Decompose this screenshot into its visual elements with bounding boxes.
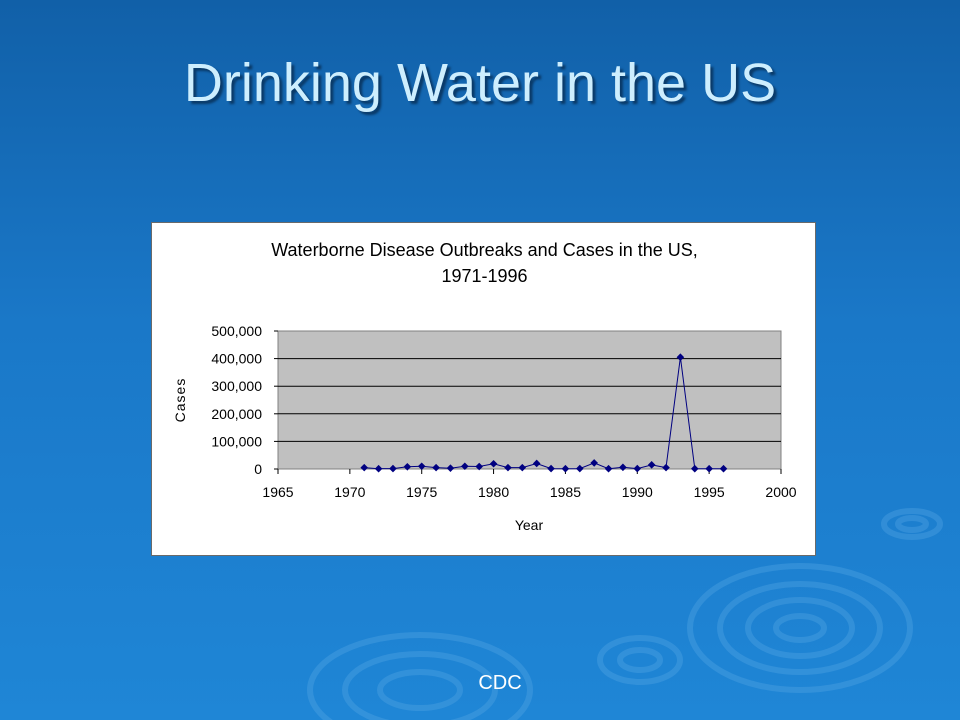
plot-area [277,330,782,470]
x-tick-label: 1975 [406,484,437,500]
data-point [389,464,397,473]
chart-container: Waterborne Disease Outbreaks and Cases i… [151,222,816,556]
data-point [504,463,512,472]
data-point [461,462,469,471]
x-tick-label: 1990 [622,484,653,500]
data-point [633,464,642,473]
data-point [662,463,670,472]
y-tick-label: 400,000 [211,351,262,367]
x-tick-label: 1995 [694,484,725,500]
data-point [403,462,412,471]
x-tick-label: 1980 [478,484,509,500]
data-point [417,462,426,471]
y-tick-label: 0 [254,461,262,477]
y-axis-label: Cases [172,378,188,423]
slide-title: Drinking Water in the US [183,53,777,113]
data-point [518,463,527,472]
data-point [532,459,541,468]
data-point [590,459,598,467]
chart-title: Waterborne Disease Outbreaks and Cases i… [152,237,817,289]
data-point [561,464,570,473]
y-tick-label: 200,000 [211,406,262,422]
data-point [719,464,728,473]
data-point [705,464,713,473]
data-point [576,464,584,473]
data-point [446,464,455,472]
data-point [489,459,498,468]
x-tick-label: 1985 [550,484,581,500]
data-point [360,463,369,472]
axes: 0 100,000 200,000 300,000 400,000 500,000 1965… [211,323,796,500]
source-caption: CDC [478,672,522,694]
chart-title-line-2: 1971-1996 [441,266,528,286]
y-tick-label: 300,000 [211,378,262,394]
data-point [475,462,483,471]
data-point [676,353,685,362]
data-point [547,464,555,473]
series-layer [360,353,728,473]
x-tick-label: 1970 [334,484,365,500]
x-axis-label: Year [515,517,544,533]
data-point [432,463,440,472]
line-chart: 0 100,000 200,000 300,000 400,000 500,000 1965… [172,323,797,533]
data-point [647,461,656,469]
x-tick-label: 1965 [262,484,293,500]
data-point [374,464,383,473]
grid-lines [278,358,781,442]
data-point [604,464,613,473]
data-point [619,463,627,472]
data-point [690,464,699,473]
x-tick-label: 2000 [765,484,796,500]
y-tick-label: 100,000 [211,433,262,449]
y-tick-label: 500,000 [211,323,262,339]
chart-title-line-1: Waterborne Disease Outbreaks and Cases i… [271,240,698,260]
